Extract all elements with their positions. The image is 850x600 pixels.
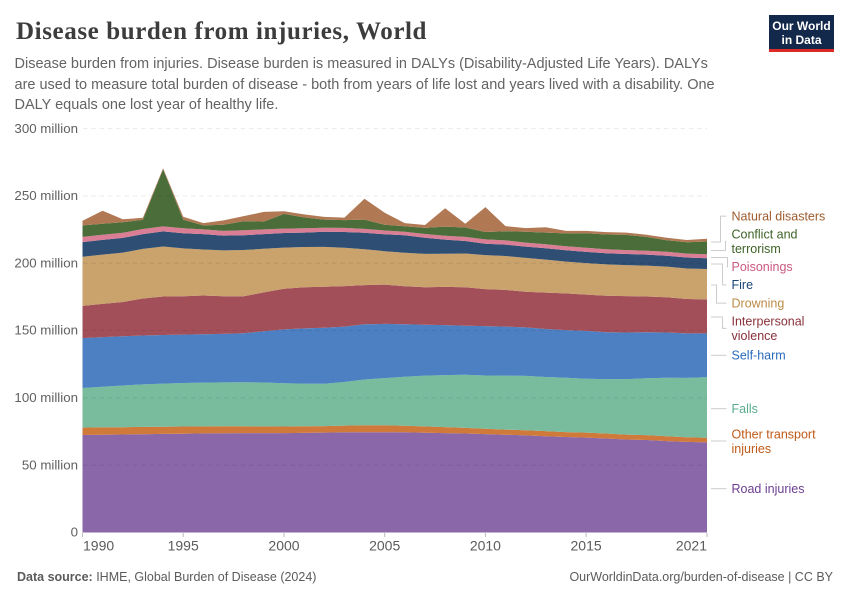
svg-text:Conflict and: Conflict and bbox=[732, 228, 798, 242]
svg-text:Falls: Falls bbox=[732, 402, 758, 416]
svg-text:50 million: 50 million bbox=[22, 457, 78, 472]
svg-text:Road injuries: Road injuries bbox=[732, 482, 805, 496]
svg-text:violence: violence bbox=[732, 329, 778, 343]
svg-text:1990: 1990 bbox=[83, 538, 114, 554]
svg-text:100 million: 100 million bbox=[14, 390, 78, 405]
svg-text:0: 0 bbox=[71, 525, 78, 540]
svg-text:200 million: 200 million bbox=[14, 255, 78, 270]
svg-text:Drowning: Drowning bbox=[732, 296, 785, 310]
svg-text:150 million: 150 million bbox=[14, 323, 78, 338]
svg-text:2015: 2015 bbox=[571, 538, 602, 554]
svg-text:250 million: 250 million bbox=[14, 188, 78, 203]
svg-text:2000: 2000 bbox=[268, 538, 299, 554]
svg-text:terrorism: terrorism bbox=[732, 242, 781, 256]
svg-text:300 million: 300 million bbox=[14, 121, 78, 136]
svg-text:Natural disasters: Natural disasters bbox=[732, 209, 826, 223]
svg-text:Poisonings: Poisonings bbox=[732, 260, 793, 274]
svg-text:Interpersonal: Interpersonal bbox=[732, 315, 805, 329]
svg-text:2021: 2021 bbox=[676, 538, 707, 554]
svg-text:Self-harm: Self-harm bbox=[732, 349, 786, 363]
svg-text:injuries: injuries bbox=[732, 442, 772, 456]
svg-text:Fire: Fire bbox=[732, 278, 754, 292]
svg-text:2005: 2005 bbox=[369, 538, 400, 554]
svg-text:1995: 1995 bbox=[168, 538, 199, 554]
svg-text:Other transport: Other transport bbox=[732, 428, 817, 442]
svg-text:2010: 2010 bbox=[470, 538, 501, 554]
